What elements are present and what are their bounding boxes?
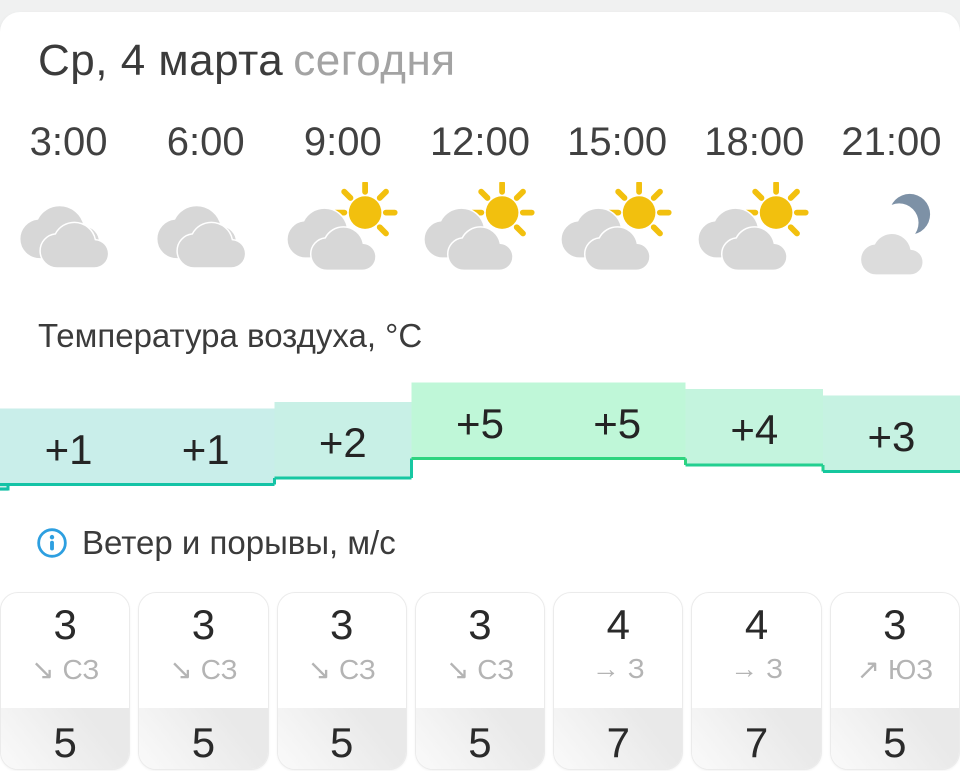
time-label: 12:00 bbox=[429, 120, 531, 164]
wind-direction-label: СЗ bbox=[200, 654, 238, 686]
wind-card: 3 ↘ СЗ 5 bbox=[276, 592, 407, 770]
wind-card-top: 3 ↗ ЮЗ bbox=[830, 601, 959, 708]
wind-direction-label: ЮЗ bbox=[887, 654, 934, 686]
cloudy-icon bbox=[148, 182, 264, 284]
time-label: 6:00 bbox=[166, 120, 245, 164]
temperature-band-chart: +1 +1 +2 +5 +5 +4 +3 bbox=[0, 377, 960, 492]
date-header: Ср, 4 марта сегодня bbox=[0, 12, 960, 86]
temperature-section-label: Температура воздуха, °C bbox=[38, 317, 423, 354]
wind-direction-arrow-icon: → bbox=[591, 653, 620, 685]
moon-cloud-icon bbox=[833, 182, 950, 284]
wind-speed: 4 bbox=[744, 601, 769, 648]
wind-card-top: 3 ↘ СЗ bbox=[277, 601, 406, 708]
wind-card: 4 → З 7 bbox=[553, 592, 684, 770]
wind-section-header: Ветер и порывы, м/с bbox=[36, 524, 960, 562]
wind-direction: ↘ СЗ bbox=[139, 653, 267, 686]
info-icon[interactable] bbox=[36, 527, 68, 559]
wind-card-gust-footer: 5 bbox=[830, 708, 959, 769]
time-label: 3:00 bbox=[29, 120, 108, 164]
wind-speed: 3 bbox=[468, 601, 492, 648]
wind-direction: ↘ СЗ bbox=[278, 653, 406, 686]
weather-icon-cell bbox=[137, 175, 274, 291]
wind-section-label: Ветер и порывы, м/с bbox=[82, 524, 396, 561]
forecast-card: Ср, 4 марта сегодня 3:00 6:00 9:00 12:00 15:0… bbox=[0, 12, 960, 771]
weather-icon-cell bbox=[549, 175, 686, 291]
wind-card-gust-footer: 5 bbox=[415, 708, 545, 769]
wind-gust: 7 bbox=[606, 719, 630, 766]
time-label: 9:00 bbox=[303, 120, 382, 164]
wind-direction-arrow-icon: → bbox=[730, 653, 759, 685]
today-badge: сегодня bbox=[293, 36, 456, 85]
wind-direction: → З bbox=[692, 653, 820, 685]
wind-card: 4 → З 7 bbox=[691, 592, 822, 770]
temperature-value: +1 bbox=[44, 425, 93, 473]
wind-speed: 3 bbox=[330, 601, 354, 648]
times-row: 3:00 6:00 9:00 12:00 15:00 18:00 21:00 bbox=[0, 120, 960, 165]
temperature-value: +3 bbox=[867, 412, 916, 460]
wind-gust: 5 bbox=[468, 719, 492, 766]
wind-card-top: 4 → З bbox=[554, 601, 683, 708]
temperature-value: +1 bbox=[181, 425, 230, 473]
temperature-value: +4 bbox=[730, 406, 779, 453]
wind-direction-arrow-icon: ↘ bbox=[169, 654, 193, 686]
wind-card-gust-footer: 5 bbox=[277, 708, 406, 769]
wind-card-gust-footer: 5 bbox=[1, 708, 130, 769]
time-label: 21:00 bbox=[841, 120, 942, 164]
wind-direction: ↘ СЗ bbox=[416, 653, 544, 686]
wind-direction-label: З bbox=[766, 653, 783, 685]
wind-card-top: 3 ↘ СЗ bbox=[1, 601, 130, 708]
weather-icon-cell bbox=[411, 175, 548, 291]
wind-speed: 3 bbox=[883, 601, 907, 648]
wind-card-gust-footer: 7 bbox=[692, 708, 821, 769]
wind-direction-arrow-icon: ↘ bbox=[307, 654, 332, 686]
weather-icon-cell bbox=[274, 175, 411, 291]
cloudy-icon bbox=[11, 182, 127, 284]
weather-icons-row bbox=[0, 175, 960, 291]
weather-icon-cell bbox=[823, 175, 960, 291]
time-label: 18:00 bbox=[704, 120, 805, 164]
wind-speed: 3 bbox=[191, 601, 216, 648]
wind-gust: 7 bbox=[744, 719, 769, 766]
wind-card-top: 3 ↘ СЗ bbox=[415, 601, 545, 708]
wind-gust: 5 bbox=[191, 719, 216, 766]
wind-gust: 5 bbox=[53, 719, 77, 766]
wind-cards-row: 3 ↘ СЗ 5 3 ↘ СЗ 5 3 ↘ СЗ 5 3 bbox=[0, 592, 960, 770]
weather-icon-cell bbox=[0, 175, 137, 291]
wind-card-gust-footer: 7 bbox=[554, 708, 683, 769]
weather-icon-cell bbox=[686, 175, 823, 291]
date-label: Ср, 4 марта bbox=[38, 36, 284, 85]
wind-card-top: 4 → З bbox=[692, 601, 821, 708]
wind-direction-arrow-icon: ↘ bbox=[445, 654, 470, 686]
wind-direction-arrow-icon: ↗ bbox=[856, 654, 880, 686]
wind-gust: 5 bbox=[883, 719, 907, 766]
sun-clouds-icon bbox=[559, 182, 672, 284]
wind-speed: 4 bbox=[606, 601, 630, 648]
wind-speed: 3 bbox=[53, 601, 77, 648]
temperature-value: +2 bbox=[318, 419, 367, 466]
wind-direction-label: СЗ bbox=[477, 654, 515, 686]
temperature-value: +5 bbox=[456, 399, 504, 447]
wind-gust: 5 bbox=[330, 719, 354, 766]
wind-card: 3 ↗ ЮЗ 5 bbox=[829, 592, 960, 770]
wind-direction-label: СЗ bbox=[339, 654, 376, 686]
wind-direction-arrow-icon: ↘ bbox=[30, 654, 55, 686]
sun-clouds-icon bbox=[422, 182, 535, 284]
time-label: 15:00 bbox=[567, 120, 668, 164]
wind-card-top: 3 ↘ СЗ bbox=[139, 601, 268, 708]
sun-clouds-icon bbox=[285, 182, 398, 284]
temperature-value: +5 bbox=[593, 399, 642, 447]
wind-card-gust-footer: 5 bbox=[139, 708, 268, 769]
wind-direction: ↘ СЗ bbox=[1, 653, 129, 686]
wind-card: 3 ↘ СЗ 5 bbox=[138, 592, 269, 770]
wind-direction: ↗ ЮЗ bbox=[831, 653, 959, 686]
sun-clouds-icon bbox=[696, 182, 809, 284]
wind-card: 3 ↘ СЗ 5 bbox=[414, 592, 546, 770]
wind-direction-label: СЗ bbox=[62, 654, 100, 686]
wind-direction: → З bbox=[554, 653, 682, 685]
wind-card: 3 ↘ СЗ 5 bbox=[0, 592, 131, 770]
wind-direction-label: З bbox=[627, 653, 645, 685]
